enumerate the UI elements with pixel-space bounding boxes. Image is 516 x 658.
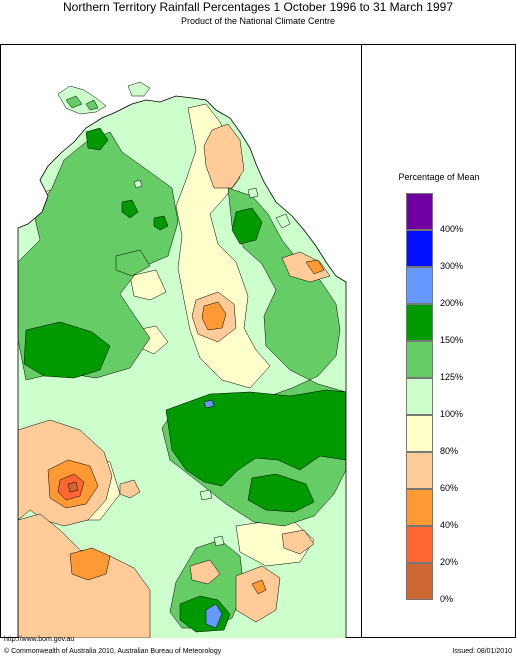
legend-tick-label: 60% — [440, 483, 459, 493]
legend-tick-label: 20% — [440, 557, 459, 567]
map-title: Northern Territory Rainfall Percentages … — [63, 0, 453, 14]
legend-swatch — [406, 267, 433, 304]
legend-swatch — [406, 415, 433, 452]
legend-tick-label: 200% — [440, 298, 464, 308]
legend-tick-label: 150% — [440, 335, 464, 345]
legend-tick-label: 80% — [440, 446, 459, 456]
legend-tick-label: 100% — [440, 409, 464, 419]
legend-swatch — [406, 193, 433, 230]
legend-tick-label: 0% — [440, 594, 454, 604]
legend-panel: Percentage of Mean 400% 300% 200% 150% 125% 1… — [362, 44, 516, 638]
legend-title: Percentage of Mean — [398, 172, 480, 182]
legend-swatch — [406, 378, 433, 415]
legend-tick-label: 300% — [440, 261, 464, 271]
map-subtitle: Product of the National Climate Centre — [180, 16, 336, 26]
rainfall-map — [17, 81, 347, 638]
legend-tick-label: 125% — [440, 372, 464, 382]
legend-swatch — [406, 304, 433, 341]
legend-swatch — [406, 489, 433, 526]
legend-swatch — [406, 452, 433, 489]
legend-swatch — [406, 526, 433, 563]
legend-swatch — [406, 563, 433, 600]
issued-date: Issued: 08/01/2010 — [452, 648, 512, 655]
copyright-notice: © Commonwealth of Australia 2010, Austra… — [4, 648, 222, 655]
legend-swatch — [406, 230, 433, 267]
source-url[interactable]: http://www.bom.gov.au — [4, 636, 75, 643]
legend-tick-label: 40% — [440, 520, 459, 530]
legend-tick-label: 400% — [440, 224, 464, 234]
legend-swatch — [406, 341, 433, 378]
